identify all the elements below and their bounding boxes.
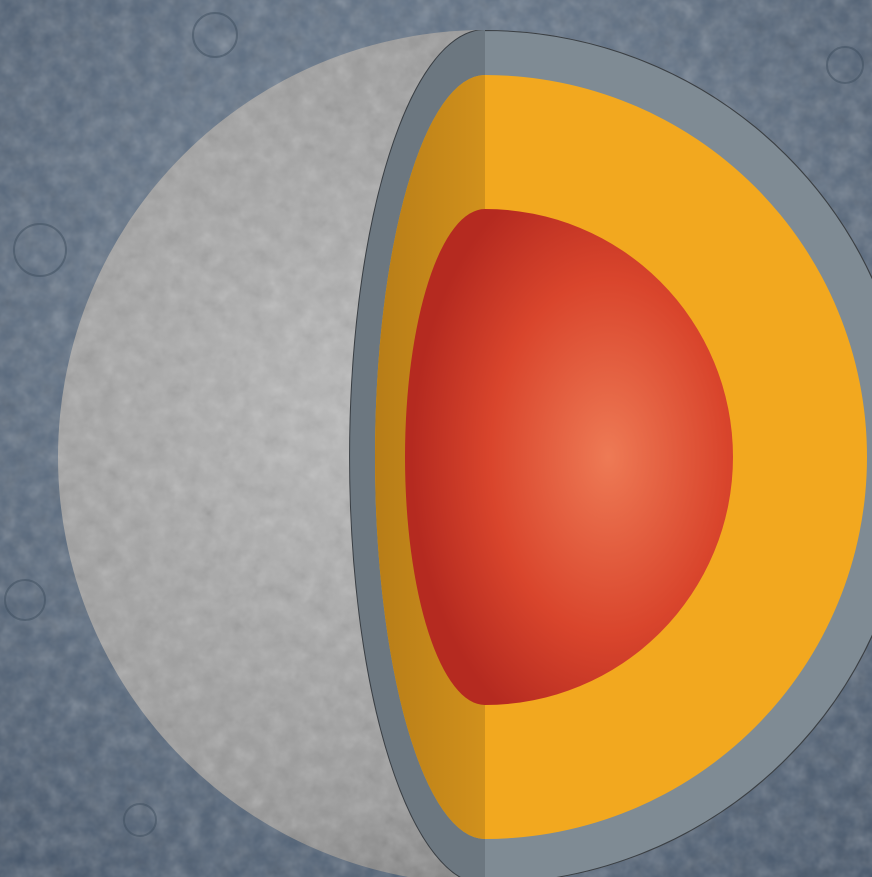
crater — [192, 12, 238, 58]
background-craters — [4, 12, 864, 837]
crater — [826, 46, 864, 84]
crater — [123, 803, 157, 837]
crater — [4, 579, 46, 621]
core — [405, 209, 733, 705]
crater — [13, 223, 67, 277]
cutaway — [349, 30, 872, 877]
